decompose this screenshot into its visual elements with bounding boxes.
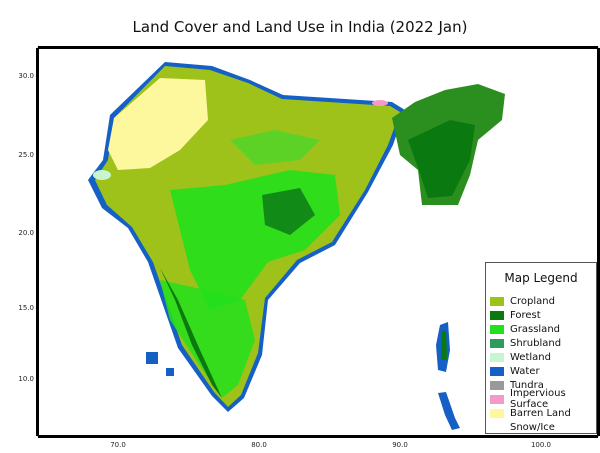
legend-label: Water <box>510 365 540 377</box>
legend-swatch <box>490 296 504 306</box>
legend-item: Water <box>490 364 596 378</box>
legend-title: Map Legend <box>504 271 578 285</box>
legend-label: Grassland <box>510 323 560 335</box>
legend-label: Impervious Surface <box>510 388 566 410</box>
legend-item: Snow/Ice <box>490 420 596 434</box>
forest-central <box>262 188 315 235</box>
legend-swatch <box>490 338 504 348</box>
legend-item: Tundra <box>490 378 596 392</box>
x-tick-label: 100.0 <box>531 441 551 449</box>
legend-items: Cropland Forest Grassland Shrubland Wetland W… <box>486 294 596 434</box>
forest-ghats <box>160 268 222 398</box>
legend-label: Tundra <box>510 379 544 391</box>
y-tick-label: 25.0 <box>18 151 34 159</box>
legend-label: Cropland <box>510 295 555 307</box>
map-legend: Map Legend Cropland Forest Grassland Shrubl… <box>485 262 597 434</box>
y-tick-label: 10.0 <box>18 375 34 383</box>
legend-item: Grassland <box>490 322 596 336</box>
x-tick-label: 80.0 <box>251 441 267 449</box>
grassland-north <box>230 130 320 165</box>
lakshadweep-islands-2 <box>166 368 174 376</box>
legend-label: Barren Land <box>510 407 571 419</box>
legend-item: Impervious Surface <box>490 388 596 410</box>
legend-swatch <box>490 380 504 390</box>
legend-label: Shrubland <box>510 337 562 349</box>
legend-swatch <box>490 394 504 404</box>
northeast-forest <box>408 120 475 198</box>
andaman-land <box>441 330 447 360</box>
legend-swatch <box>490 324 504 334</box>
nicobar-islands <box>438 392 460 430</box>
x-tick-label: 90.0 <box>392 441 408 449</box>
legend-item: Wetland <box>490 350 596 364</box>
impervious-patch <box>372 100 388 106</box>
x-tick-label: 70.0 <box>110 441 126 449</box>
ruler-left <box>36 48 39 436</box>
legend-swatch <box>490 310 504 320</box>
legend-label: Wetland <box>510 351 551 363</box>
map-title: Land Cover and Land Use in India (2022 J… <box>132 18 468 36</box>
barren-land <box>108 78 208 170</box>
legend-label: Forest <box>510 309 541 321</box>
grassland-south <box>160 280 255 398</box>
legend-swatch <box>490 408 504 418</box>
legend-label: Snow/Ice <box>510 421 555 433</box>
ruler-bottom <box>38 435 598 438</box>
y-tick-label: 15.0 <box>18 304 34 312</box>
y-tick-label: 20.0 <box>18 229 34 237</box>
y-tick-label: 30.0 <box>18 72 34 80</box>
legend-swatch <box>490 352 504 362</box>
ruler-right <box>597 48 600 436</box>
ruler-top <box>38 46 598 49</box>
legend-swatch <box>490 422 504 432</box>
legend-item: Shrubland <box>490 336 596 350</box>
legend-item: Barren Land <box>490 406 596 420</box>
lakshadweep-islands <box>146 352 158 364</box>
legend-item: Cropland <box>490 294 596 308</box>
wetland-patch <box>93 170 111 180</box>
legend-item: Forest <box>490 308 596 322</box>
legend-swatch <box>490 366 504 376</box>
